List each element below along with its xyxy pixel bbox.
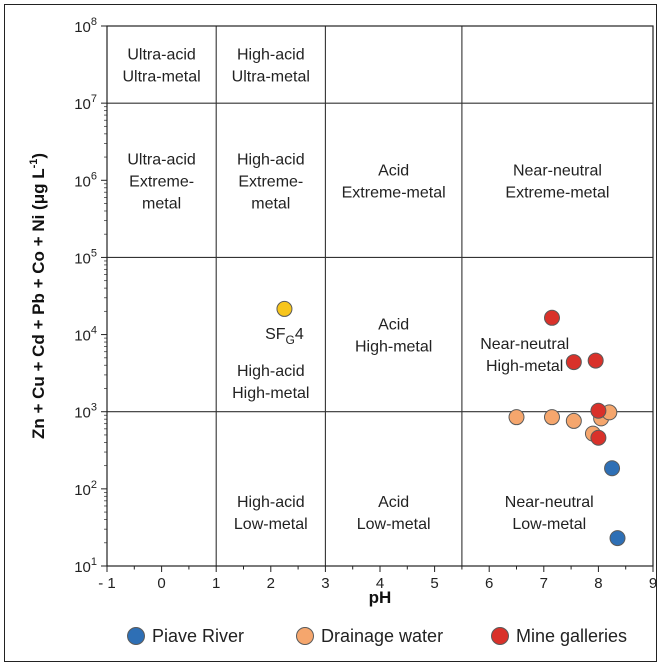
x-tick-label: 4 — [376, 575, 384, 592]
x-tick-label: - 1 — [98, 575, 116, 592]
region-label: Acid High-metal — [355, 317, 432, 356]
y-tick-label: 102 — [74, 479, 97, 499]
legend-marker — [296, 627, 314, 645]
x-tick-label: 1 — [212, 575, 220, 592]
y-tick-label: 101 — [74, 556, 97, 576]
region-label: Ultra-acid Ultra-metal — [122, 47, 200, 86]
x-tick-label: 7 — [540, 575, 548, 592]
data-point — [543, 309, 560, 326]
y-tick-label: 103 — [74, 402, 97, 422]
x-tick-label: 6 — [485, 575, 493, 592]
x-tick-label: 5 — [430, 575, 438, 592]
data-point — [590, 429, 607, 446]
legend-label: Piave River — [152, 626, 244, 646]
legend: Piave River Drainage water Mine galleries — [127, 626, 627, 646]
axis-ticks: - 1 0 1 2 3 4 5 6 7 8 9 101 102 103 104 105 106 107 108 — [74, 16, 657, 592]
legend-item: Drainage water — [296, 626, 443, 646]
data-points — [276, 300, 626, 547]
x-tick-label: 0 — [157, 575, 165, 592]
data-point — [565, 354, 582, 371]
region-label: High-acid High-metal — [232, 363, 309, 402]
point-annotation: SFG4 — [265, 326, 304, 347]
region-label: Acid Low-metal — [357, 494, 431, 533]
data-point — [604, 460, 621, 477]
region-label: Near-neutral Low-metal — [505, 494, 594, 533]
data-point — [587, 352, 604, 369]
data-point — [590, 402, 607, 419]
legend-item: Mine galleries — [491, 626, 627, 646]
y-tick-label: 105 — [74, 247, 97, 267]
legend-label: Mine galleries — [516, 626, 627, 646]
data-point — [565, 412, 582, 429]
legend-label: Drainage water — [321, 626, 443, 646]
legend-marker — [491, 627, 509, 645]
data-point — [508, 409, 525, 426]
data-point-highlight — [276, 300, 293, 317]
x-tick-label: 2 — [267, 575, 275, 592]
region-label: High-acid Low-metal — [234, 494, 308, 533]
region-grid — [107, 26, 653, 566]
x-axis-title: pH — [369, 588, 392, 607]
region-label: Near-neutral High-metal — [480, 336, 569, 375]
region-label: Ultra-acid Extreme-metal — [127, 151, 195, 212]
y-tick-label: 104 — [74, 325, 97, 345]
region-label: Near-neutral Extreme-metal — [505, 162, 609, 201]
y-tick-label: 108 — [74, 16, 97, 36]
region-labels: Ultra-acid Ultra-metal High-acid Ultra-meta… — [122, 47, 609, 533]
y-tick-label: 106 — [74, 170, 97, 190]
region-label: High-acid Ultra-metal — [232, 47, 310, 86]
y-tick-label: 107 — [74, 93, 97, 113]
data-point — [543, 409, 560, 426]
region-label: Acid Extreme-metal — [342, 162, 446, 201]
plot-area-frame — [106, 25, 654, 567]
x-tick-label: 8 — [594, 575, 602, 592]
y-axis-title: Zn + Cu + Cd + Pb + Co + Ni (μg L-1) — [28, 153, 48, 439]
legend-item: Piave River — [127, 626, 244, 646]
data-point — [609, 530, 626, 547]
legend-marker — [127, 627, 145, 645]
figure-frame — [4, 4, 657, 662]
region-label: High-acid Extreme-metal — [237, 151, 305, 212]
x-tick-label: 3 — [321, 575, 329, 592]
x-tick-label: 9 — [649, 575, 657, 592]
